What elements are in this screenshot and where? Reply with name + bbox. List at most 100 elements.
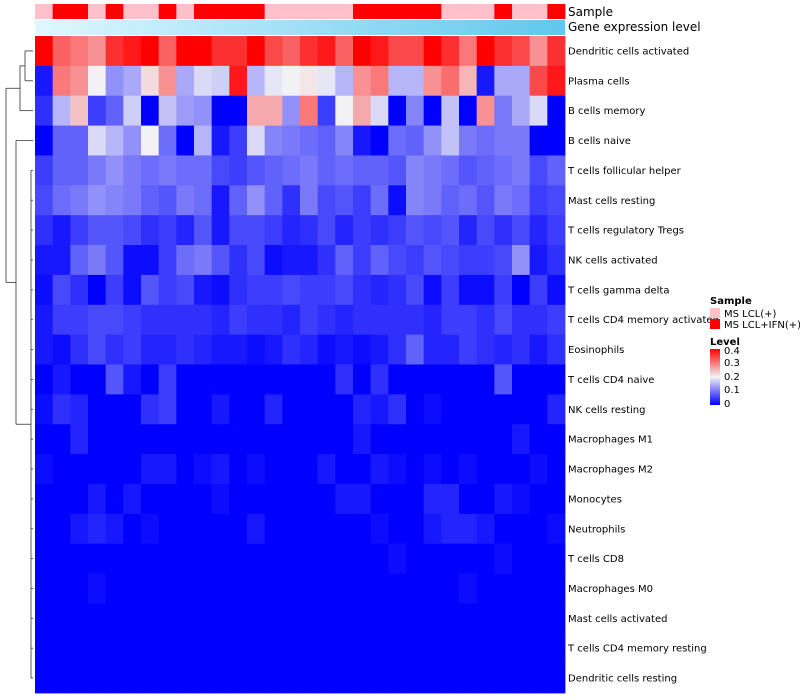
heatmap-cell	[211, 155, 230, 186]
heatmap-cell	[512, 483, 531, 515]
heatmap-cell	[35, 155, 54, 186]
heatmap-cell	[105, 603, 124, 634]
heatmap-cell	[211, 543, 230, 574]
heatmap-cell	[176, 454, 195, 485]
heatmap-cell	[264, 394, 283, 425]
heatmap-cell	[317, 573, 336, 604]
heatmap-cell	[317, 454, 336, 485]
heatmap-cell	[406, 513, 425, 545]
heatmap-cell	[512, 573, 531, 604]
heatmap-cell	[141, 95, 160, 126]
heatmap-cell	[70, 125, 89, 156]
heatmap-cell	[176, 125, 195, 156]
heatmap-cell	[158, 245, 177, 276]
sample-annotation-cell	[282, 4, 301, 19]
heatmap-cell	[529, 245, 548, 276]
heatmap-cell	[494, 513, 513, 545]
heatmap-cell	[282, 573, 301, 604]
sample-annotation-cell	[52, 4, 71, 19]
heatmap-cell	[317, 543, 336, 574]
heatmap-cell	[406, 245, 425, 276]
heatmap-cell	[547, 454, 566, 485]
heatmap-cell	[70, 36, 89, 67]
heatmap-cell	[123, 185, 142, 216]
heatmap-cell	[88, 274, 107, 306]
heatmap-cell	[247, 185, 266, 216]
heatmap-cell	[264, 573, 283, 604]
heatmap-cell	[441, 633, 460, 664]
sample-annotation-cell	[35, 4, 54, 19]
heatmap-cell	[494, 36, 513, 67]
heatmap-cell	[388, 424, 407, 455]
heatmap-cell	[123, 274, 142, 306]
heatmap-cell	[529, 483, 548, 515]
heatmap-cell	[158, 185, 177, 216]
heatmap-cell	[70, 663, 89, 694]
heatmap-cell	[70, 65, 89, 97]
heatmap-cell	[300, 454, 319, 485]
heatmap-cell	[300, 483, 319, 515]
row-label: NK cells resting	[568, 405, 645, 416]
heatmap-cell	[282, 543, 301, 574]
heatmap-cell	[229, 424, 248, 455]
heatmap-cell	[141, 245, 160, 276]
heatmap-cell	[158, 334, 177, 365]
heatmap-cell	[388, 483, 407, 515]
heatmap-cell	[388, 394, 407, 425]
row-label: T cells CD4 memory resting	[567, 644, 707, 655]
heatmap-cell	[353, 394, 372, 425]
sample-annotation-cell	[158, 4, 177, 19]
heatmap-cell	[441, 394, 460, 425]
row-label: T cells follicular helper	[567, 166, 682, 177]
heatmap-cell	[512, 334, 531, 365]
heatmap-cell	[547, 274, 566, 306]
heatmap-cell	[247, 274, 266, 306]
heatmap-cell	[88, 364, 107, 395]
heatmap-cell	[547, 663, 566, 694]
heatmap-cell	[194, 95, 213, 126]
heatmap-cell	[476, 454, 495, 485]
heatmap-cell	[211, 573, 230, 604]
heatmap-cell	[229, 65, 248, 97]
heatmap-cell	[105, 65, 124, 97]
heatmap-cell	[35, 274, 54, 306]
heatmap-cell	[423, 663, 442, 694]
heatmap-cell	[353, 155, 372, 186]
sample-annotation-cell	[247, 4, 266, 19]
heatmap-cell	[158, 155, 177, 186]
heatmap-cell	[158, 125, 177, 156]
heatmap-cell	[423, 95, 442, 126]
heatmap-cell	[211, 633, 230, 664]
heatmap-cell	[176, 364, 195, 395]
heatmap-cell	[35, 65, 54, 97]
heatmap-cell	[547, 334, 566, 365]
heatmap-cell	[88, 394, 107, 425]
legend-tick-0.2: 0.2	[724, 372, 740, 383]
heatmap-cell	[423, 334, 442, 365]
heatmap-cell	[476, 155, 495, 186]
heatmap-cell	[176, 513, 195, 545]
heatmap-cell	[512, 603, 531, 634]
heatmap-cell	[141, 394, 160, 425]
heatmap-cell	[529, 125, 548, 156]
heatmap-cell	[264, 95, 283, 126]
heatmap-cell	[158, 573, 177, 604]
heatmap-cell	[476, 364, 495, 395]
heatmap-cell	[88, 483, 107, 515]
heatmap-cell	[282, 513, 301, 545]
heatmap-cell	[35, 454, 54, 485]
heatmap-cell	[317, 185, 336, 216]
heatmap-cell	[512, 424, 531, 455]
heatmap-cell	[105, 36, 124, 67]
heatmap-cell	[494, 185, 513, 216]
heatmap-cell	[529, 573, 548, 604]
heatmap-cell	[459, 603, 478, 634]
heatmap-cell	[88, 424, 107, 455]
heatmap-cell	[282, 274, 301, 306]
heatmap-cell	[176, 185, 195, 216]
heatmap-cell	[370, 454, 389, 485]
heatmap-cell	[459, 663, 478, 694]
heatmap-cell	[423, 513, 442, 545]
heatmap-cell	[229, 513, 248, 545]
heatmap-cell	[105, 334, 124, 365]
